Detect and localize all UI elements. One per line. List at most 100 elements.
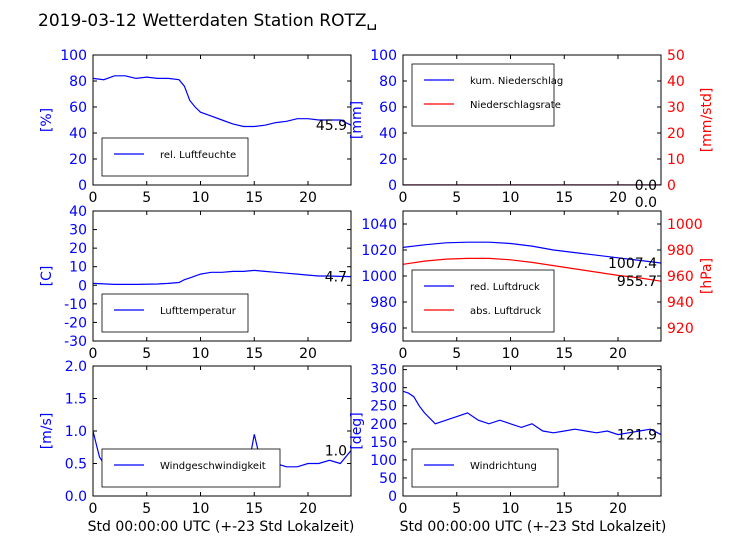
humidity-last-value-label-0: 45.9 [316, 118, 347, 134]
wind_speed-xtick-label: 10 [192, 501, 210, 517]
precip-xtick-label: 0 [399, 190, 408, 206]
pressure-last-value-label-1: 955.7 [617, 274, 657, 290]
wind_speed-ytick-label: 1.0 [65, 424, 87, 440]
wind_dir-ytick-label: 200 [370, 417, 397, 433]
temperature-xtick-label: 20 [299, 346, 317, 362]
temperature-xtick-label: 0 [89, 346, 98, 362]
precip-last-value-label-1: 0.0 [635, 195, 657, 211]
wind_dir-ytick-label: 0 [388, 489, 397, 505]
pressure-ytick-label: 980 [370, 295, 397, 311]
pressure-ytick-label: 1000 [361, 269, 397, 285]
temperature-xtick-label: 5 [142, 346, 151, 362]
precip-panel: 0 5 10 15 20 0 20 40 60 80 100 0 10 20 30 40 50 [mm] [mm/s… [349, 48, 715, 211]
pressure-xtick-label: 0 [399, 346, 408, 362]
wind_speed-legend-label-0: Windgeschwindigkeit [160, 461, 266, 472]
wind_dir-frame [402, 365, 662, 497]
x-axis-label-right: Std 00:00:00 UTC (+-23 Std Lokalzeit) [400, 519, 667, 535]
wind_speed-ytick-label: 0.0 [65, 489, 87, 505]
humidity-xtick-label: 0 [89, 190, 98, 206]
wind_speed-ylabel: [m/s] [39, 413, 55, 450]
wind_speed-xtick-label: 0 [89, 501, 98, 517]
precip-xtick-label: 10 [502, 190, 520, 206]
pressure-ytick-label: 1040 [361, 217, 397, 233]
wind_speed-frame [92, 365, 352, 497]
pressure-series-line-0 [403, 241, 661, 264]
temperature-last-value-label-0: 4.7 [325, 270, 347, 286]
precip-ylabel-right: [mm/std] [699, 88, 715, 153]
temperature-ytick-label: 20 [69, 241, 87, 257]
precip-ytick-right-label: 30 [667, 100, 685, 116]
wind_dir-legend-box [411, 448, 559, 488]
pressure-frame [402, 210, 662, 342]
temperature-ytick-label: 30 [69, 223, 87, 239]
wind_speed-xtick-label: 15 [245, 501, 263, 517]
pressure-ytick-right-label: 1000 [667, 217, 703, 233]
pressure-xtick-label: 15 [555, 346, 573, 362]
pressure-xtick-label: 10 [502, 346, 520, 362]
pressure-ytick-right-label: 980 [667, 243, 694, 259]
wind_speed-ytick-label: 0.5 [65, 457, 87, 473]
pressure-ytick-label: 960 [370, 321, 397, 337]
precip-ytick-label: 60 [379, 100, 397, 116]
wind_dir-ylabel: [deg] [349, 412, 365, 449]
precip-ytick-label: 0 [388, 178, 397, 194]
temperature-ytick-label: 40 [69, 204, 87, 220]
pressure-ytick-label: 1020 [361, 243, 397, 259]
precip-ylabel: [mm] [349, 101, 365, 139]
temperature-ytick-label: 0 [78, 278, 87, 294]
precip-ytick-right-label: 50 [667, 48, 685, 64]
pressure-ytick-right-label: 960 [667, 269, 694, 285]
wind_dir-ytick-label: 150 [370, 435, 397, 451]
wind_dir-ytick-label: 100 [370, 453, 397, 469]
precip-xtick-label: 15 [555, 190, 573, 206]
pressure-series-line-1 [403, 257, 661, 282]
wind_speed-ytick-label: 2.0 [65, 359, 87, 375]
pressure-ylabel-right: [hPa] [699, 258, 715, 294]
precip-ytick-label: 80 [379, 74, 397, 90]
wind_speed-panel: 0 5 10 15 20 0.0 0.5 1.0 1.5 2.0 [m/s] Windgeschwin… [39, 359, 352, 517]
temperature-ytick-label: 10 [69, 260, 87, 276]
wind_speed-xtick-label: 5 [142, 501, 151, 517]
wind_dir-xtick-label: 20 [609, 501, 627, 517]
pressure-panel: 0 5 10 15 20 960 980 1000 1020 1040 920 940 960 980 10… [361, 210, 715, 362]
wind_speed-xtick-label: 20 [299, 501, 317, 517]
wind_dir-xtick-label: 5 [452, 501, 461, 517]
precip-legend-label-0: kum. Niederschlag [470, 76, 563, 87]
pressure-last-value-label-0: 1007.4 [608, 256, 657, 272]
humidity-series-line-0 [93, 75, 351, 128]
pressure-legend-label-0: red. Luftdruck [470, 282, 540, 293]
precip-legend-label-1: Niederschlagsrate [470, 100, 561, 111]
precip-last-value-label-0: 0.0 [635, 178, 657, 194]
precip-ytick-label: 40 [379, 126, 397, 142]
temperature-panel: 0 5 10 15 20 -30 -20 -10 0 10 20 30 40 [C] Lufttempera… [39, 204, 352, 362]
humidity-ytick-label: 80 [69, 74, 87, 90]
wind_dir-ytick-label: 50 [379, 471, 397, 487]
precip-frame [402, 54, 662, 186]
humidity-xtick-label: 5 [142, 190, 151, 206]
humidity-xtick-label: 20 [299, 190, 317, 206]
pressure-legend-label-1: abs. Luftdruck [470, 306, 541, 317]
temperature-ytick-label: -20 [64, 315, 87, 331]
precip-ytick-right-label: 10 [667, 152, 685, 168]
humidity-xtick-label: 15 [245, 190, 263, 206]
temperature-ytick-label: -10 [64, 297, 87, 313]
wind_dir-last-value-label-0: 121.9 [617, 428, 657, 444]
wind_dir-ytick-label: 350 [370, 363, 397, 379]
pressure-ytick-right-label: 940 [667, 295, 694, 311]
precip-xtick-label: 5 [452, 190, 461, 206]
humidity-legend-box [101, 137, 249, 177]
wind_dir-panel: 0 5 10 15 20050100150200250300350[deg]Windri… [349, 363, 662, 517]
figure-title: 2019-03-12 Wetterdaten Station ROTZ␣ [38, 11, 377, 31]
precip-ytick-right-label: 40 [667, 74, 685, 90]
humidity-ytick-label: 40 [69, 126, 87, 142]
precip-xtick-label: 20 [609, 190, 627, 206]
wind_dir-xtick-label: 15 [555, 501, 573, 517]
pressure-xtick-label: 20 [609, 346, 627, 362]
humidity-xtick-label: 10 [192, 190, 210, 206]
wind_dir-xtick-label: 10 [502, 501, 520, 517]
temperature-ylabel: [C] [39, 266, 55, 287]
wind_dir-legend-label-0: Windrichtung [470, 461, 537, 472]
temperature-legend-box [101, 293, 249, 333]
x-axis-label-left: Std 00:00:00 UTC (+-23 Std Lokalzeit) [88, 519, 355, 535]
